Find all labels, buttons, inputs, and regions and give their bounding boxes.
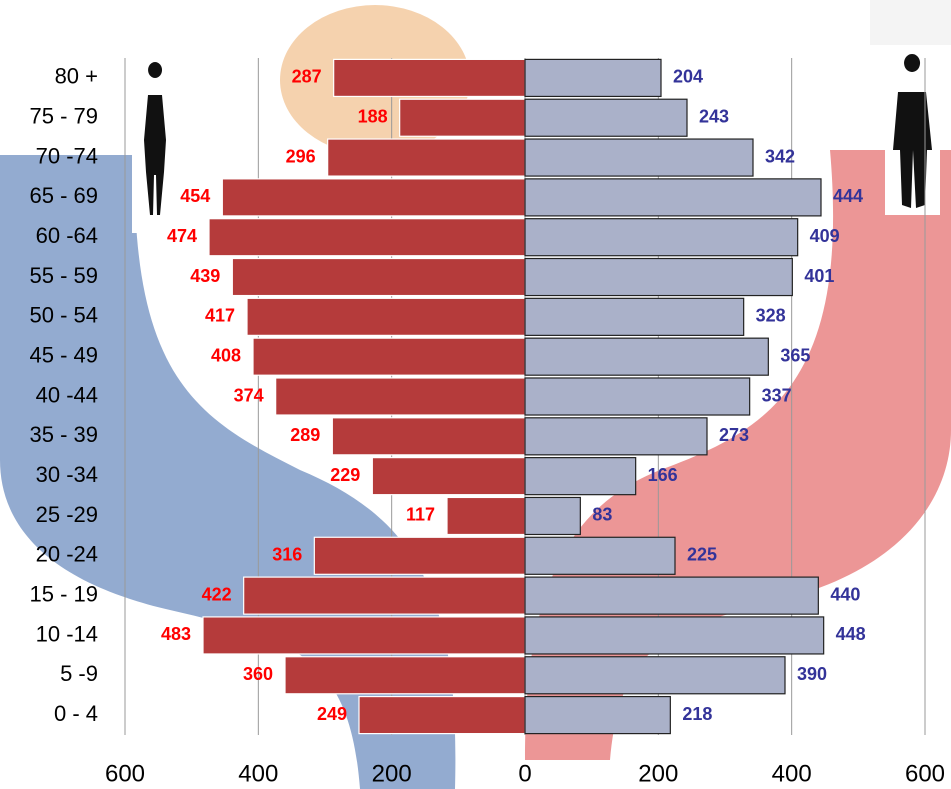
y-tick-label: 5 -9 xyxy=(60,661,98,686)
value-label: 229 xyxy=(330,465,360,485)
bar xyxy=(221,178,526,217)
bar xyxy=(524,98,688,137)
y-tick-label: 30 -34 xyxy=(36,462,98,487)
y-tick-label: 80 + xyxy=(55,64,98,89)
value-label: 83 xyxy=(592,505,612,525)
y-tick-label: 25 -29 xyxy=(36,502,98,527)
bar xyxy=(524,297,745,336)
y-tick-label: 20 -24 xyxy=(36,542,98,567)
value-label: 365 xyxy=(780,345,810,365)
bar xyxy=(243,576,526,615)
bar xyxy=(524,496,581,536)
value-label: 444 xyxy=(833,186,863,206)
value-label: 474 xyxy=(167,226,197,246)
value-label: 273 xyxy=(719,425,749,445)
bar xyxy=(399,98,526,137)
bar xyxy=(331,417,526,456)
bar xyxy=(524,337,769,376)
y-tick-label: 10 -14 xyxy=(36,621,98,646)
value-label: 296 xyxy=(286,146,316,166)
y-tick-label: 70 -74 xyxy=(36,143,98,168)
x-tick-label: 200 xyxy=(372,760,412,787)
value-label: 243 xyxy=(699,106,729,126)
female-icon xyxy=(144,62,166,216)
y-tick-label: 45 - 49 xyxy=(30,342,99,367)
bar xyxy=(231,257,526,297)
value-label: 483 xyxy=(161,624,191,644)
bar xyxy=(327,138,526,177)
value-label: 409 xyxy=(810,226,840,246)
bar xyxy=(371,457,526,496)
value-label: 408 xyxy=(211,345,241,365)
value-label: 374 xyxy=(234,385,264,405)
y-tick-label: 75 - 79 xyxy=(30,104,99,129)
value-label: 390 xyxy=(797,664,827,684)
x-tick-label: 400 xyxy=(238,760,278,787)
plot-area: 600 400 200 0 200 400 600 80 + 287 204 75 - 79 188 2… xyxy=(30,58,945,787)
value-label: 287 xyxy=(292,67,322,87)
value-label: 204 xyxy=(673,67,703,87)
value-label: 188 xyxy=(358,106,388,126)
x-tick-label: 400 xyxy=(772,760,812,787)
bar xyxy=(524,377,751,416)
bar xyxy=(275,377,526,416)
value-label: 289 xyxy=(290,425,320,445)
bar xyxy=(524,58,662,98)
bar xyxy=(524,536,676,575)
bar xyxy=(208,218,526,257)
bar xyxy=(313,536,526,575)
male-icon xyxy=(893,54,932,209)
bar xyxy=(524,138,754,177)
value-label: 439 xyxy=(190,266,220,286)
y-tick-label: 50 - 54 xyxy=(30,303,99,328)
y-tick-label: 0 - 4 xyxy=(54,701,98,726)
value-label: 337 xyxy=(762,385,792,405)
y-tick-label: 60 -64 xyxy=(36,223,98,248)
x-tick-label: 0 xyxy=(518,760,531,787)
bar xyxy=(524,218,799,257)
bar xyxy=(358,695,526,735)
value-label: 218 xyxy=(682,704,712,724)
x-tick-label: 600 xyxy=(105,760,145,787)
y-tick-label: 55 - 59 xyxy=(30,263,99,288)
value-label: 328 xyxy=(756,306,786,326)
value-label: 440 xyxy=(830,584,860,604)
x-tick-label: 600 xyxy=(905,760,945,787)
bar xyxy=(333,58,526,98)
value-label: 166 xyxy=(648,465,678,485)
bar xyxy=(252,337,526,376)
value-label: 448 xyxy=(836,624,866,644)
bar xyxy=(446,496,526,536)
value-label: 225 xyxy=(687,545,717,565)
bar xyxy=(524,695,671,735)
y-tick-label: 65 - 69 xyxy=(30,183,99,208)
bar xyxy=(524,257,793,297)
bar xyxy=(524,656,786,695)
value-label: 342 xyxy=(765,146,795,166)
value-label: 454 xyxy=(180,186,210,206)
bar xyxy=(524,417,708,456)
bar xyxy=(524,616,825,655)
value-label: 417 xyxy=(205,306,235,326)
y-tick-label: 40 -44 xyxy=(36,382,98,407)
bar xyxy=(524,576,819,615)
value-label: 401 xyxy=(804,266,834,286)
value-label: 316 xyxy=(272,545,302,565)
bar xyxy=(524,178,822,217)
value-label: 249 xyxy=(317,704,347,724)
y-tick-label: 35 - 39 xyxy=(30,422,99,447)
value-label: 360 xyxy=(243,664,273,684)
bar xyxy=(246,297,526,336)
decoration xyxy=(870,0,951,45)
value-label: 422 xyxy=(202,584,232,604)
value-label: 117 xyxy=(406,505,435,525)
bar xyxy=(284,656,526,695)
x-tick-label: 200 xyxy=(638,760,678,787)
bar xyxy=(524,457,637,496)
y-tick-label: 15 - 19 xyxy=(30,581,99,606)
bar xyxy=(202,616,526,655)
